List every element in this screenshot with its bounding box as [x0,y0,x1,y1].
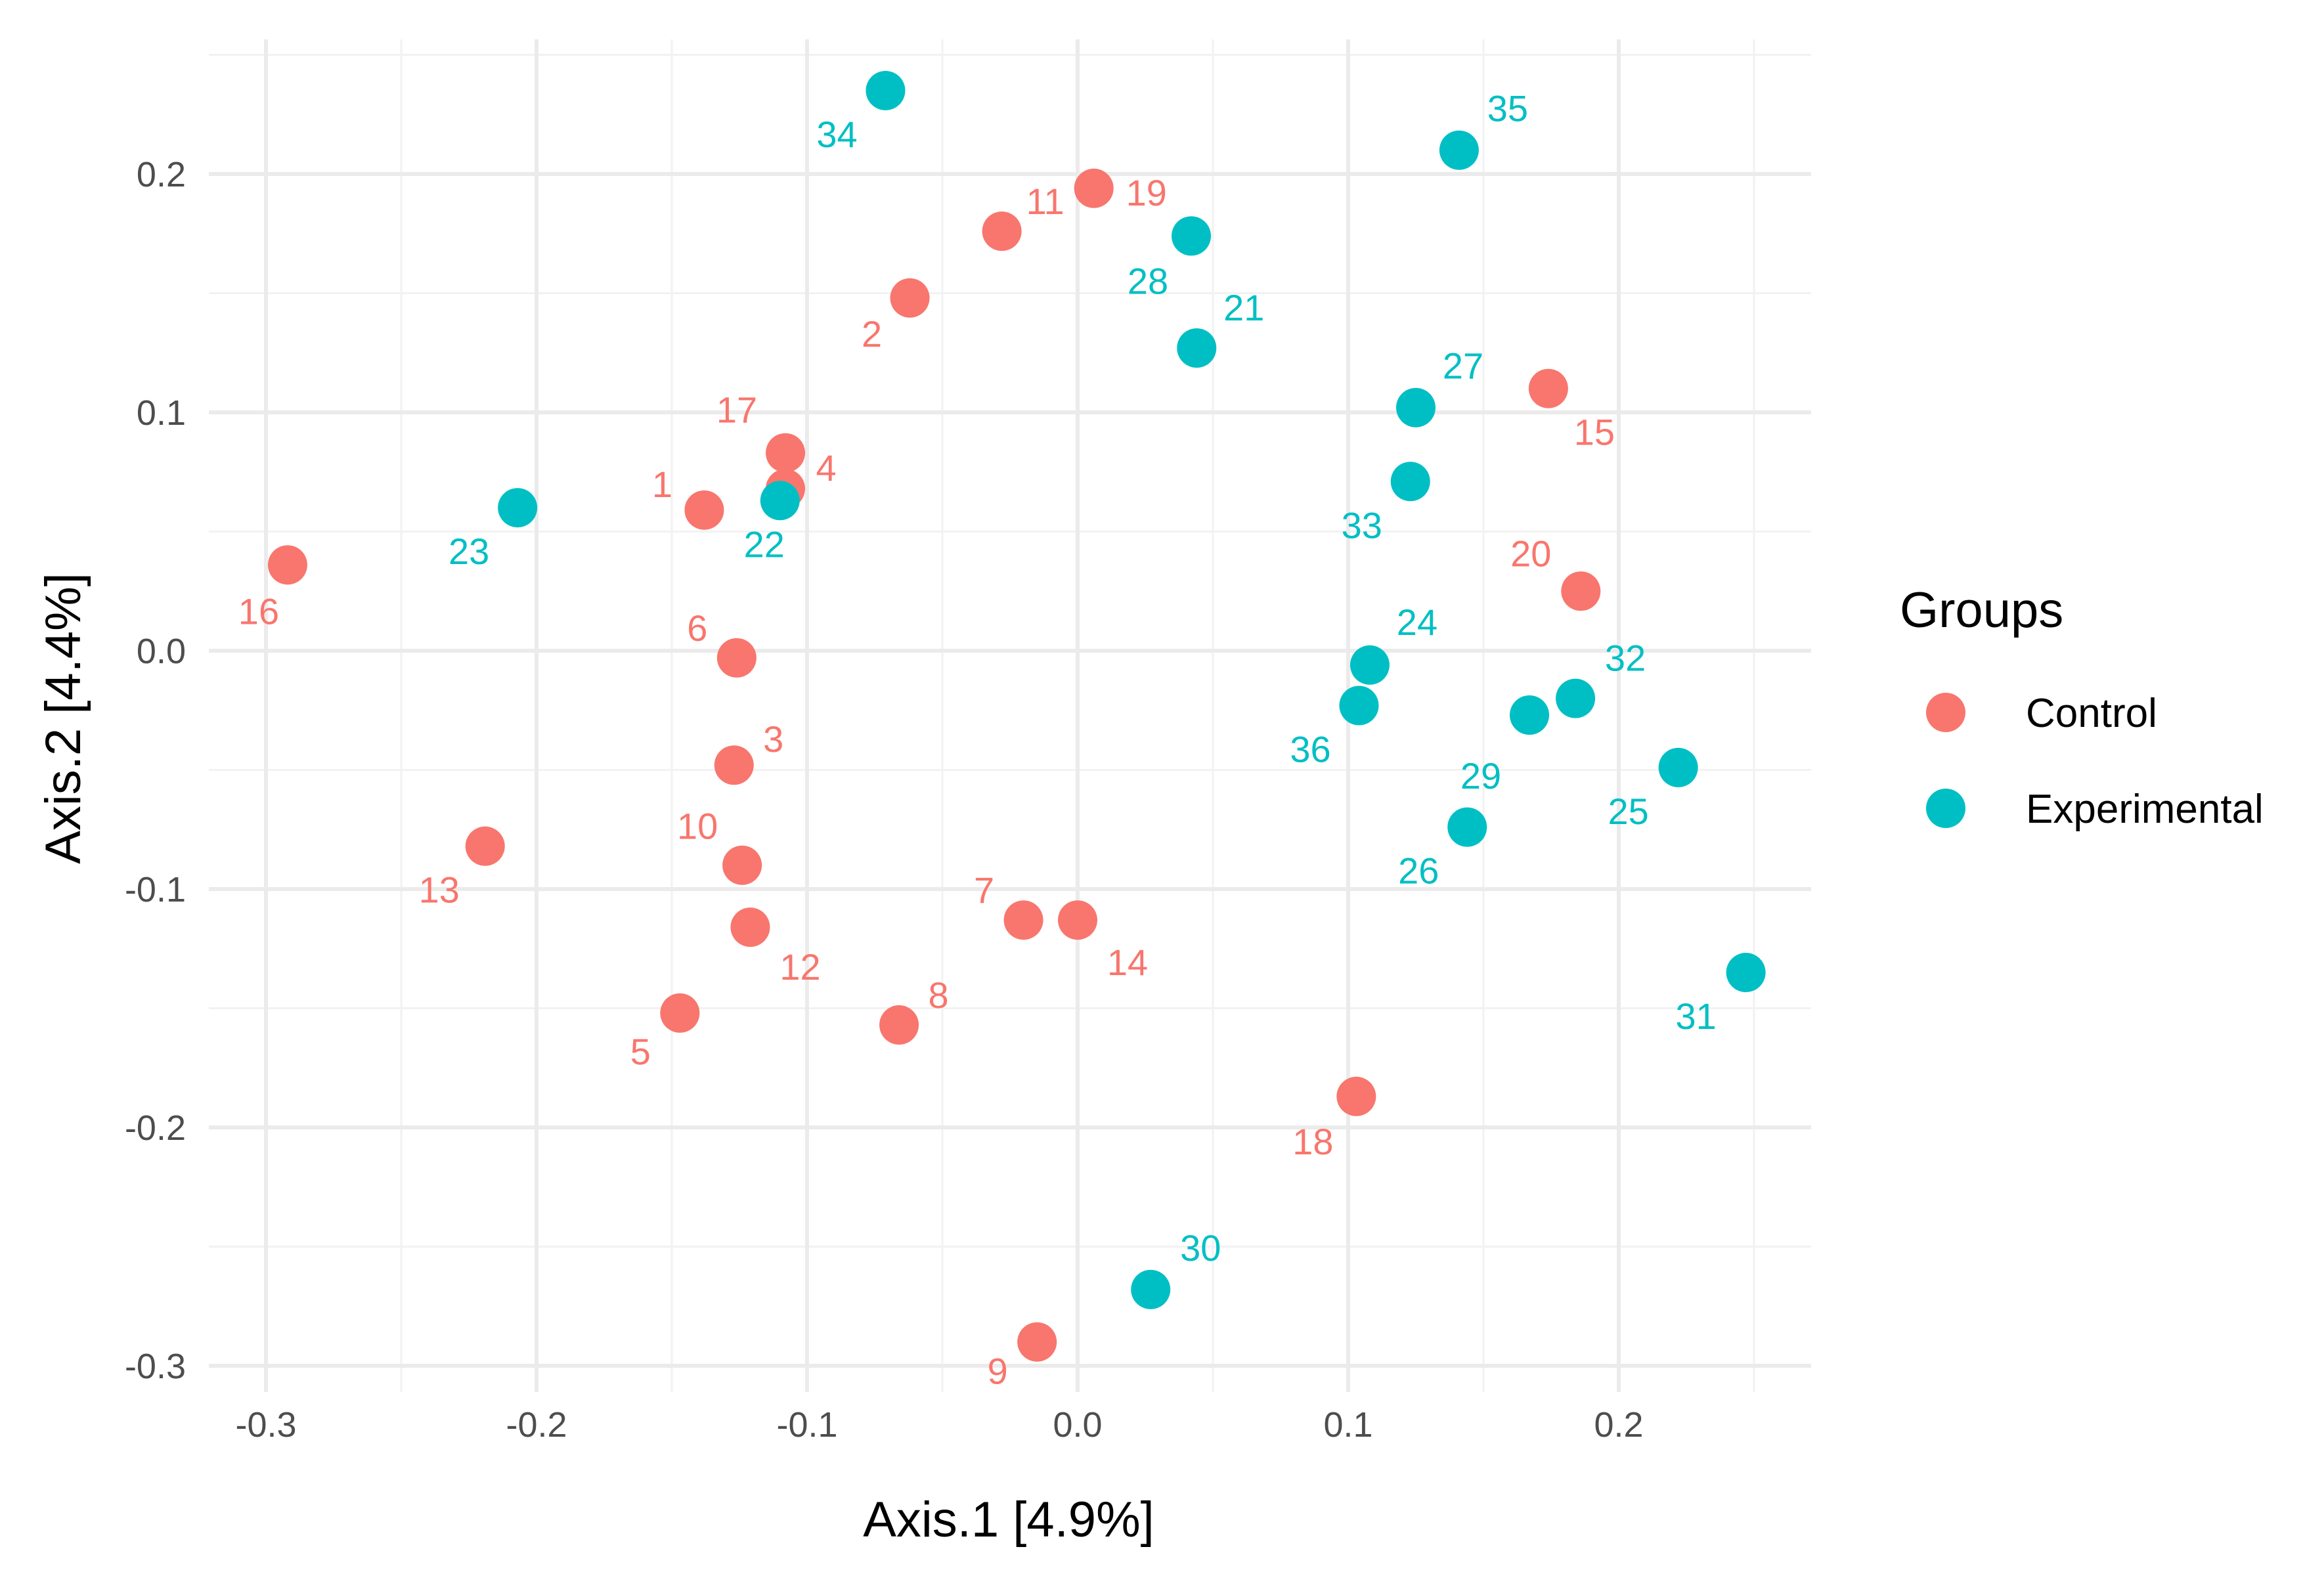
x-tick-label: 0.2 [1594,1405,1643,1445]
point-label: 1 [652,464,672,505]
data-point-experimental-35 [1439,130,1479,170]
data-point-control-10 [722,845,762,885]
legend-key-control [1926,693,1965,732]
data-point-control-7 [1003,900,1043,940]
data-point-experimental-27 [1396,387,1436,427]
point-label: 33 [1342,504,1382,546]
data-point-experimental-30 [1131,1269,1171,1309]
data-point-control-12 [730,907,770,948]
y-tick-label: 0.1 [137,393,186,433]
point-label: 6 [687,607,707,649]
point-label: 28 [1128,260,1168,301]
data-point-experimental-29 [1510,695,1550,735]
data-point-control-8 [879,1005,919,1045]
legend-label-experimental: Experimental [2026,787,2264,832]
y-tick-label: -0.3 [125,1347,186,1386]
y-tick-label: -0.2 [125,1108,186,1148]
x-tick-label: -0.1 [776,1405,837,1445]
point-label: 9 [988,1351,1008,1392]
legend-key-experimental [1926,789,1965,828]
point-label: 24 [1397,601,1437,643]
y-tick-label: 0.0 [137,632,186,671]
x-tick-label: -0.3 [235,1405,296,1445]
point-label: 16 [238,590,279,632]
data-point-experimental-36 [1339,686,1379,726]
point-label: 25 [1608,791,1648,832]
point-label: 31 [1675,995,1716,1037]
point-label: 30 [1180,1227,1221,1269]
data-point-experimental-25 [1658,747,1698,787]
point-label: 27 [1443,345,1483,387]
data-point-control-3 [714,745,754,785]
point-label: 4 [816,447,836,489]
legend-label-control: Control [2026,691,2157,736]
y-axis-title: Axis.2 [4.4%] [35,573,91,864]
x-tick-label: -0.2 [506,1405,567,1445]
point-label: 18 [1292,1121,1333,1162]
point-label: 13 [419,869,460,911]
data-point-experimental-28 [1172,216,1212,256]
y-tick-label: 0.2 [137,155,186,194]
data-point-control-5 [660,993,700,1033]
data-point-control-2 [890,278,930,318]
data-point-experimental-33 [1390,462,1430,502]
point-label: 23 [449,531,489,572]
point-label: 10 [677,806,718,847]
point-label: 21 [1223,287,1264,328]
data-point-control-20 [1561,571,1601,611]
point-label: 3 [763,718,783,760]
data-point-control-11 [982,211,1022,251]
point-label: 11 [1026,181,1064,222]
point-label: 14 [1107,942,1148,983]
data-point-control-13 [465,826,505,866]
point-label: 12 [779,946,820,988]
point-label: 29 [1460,755,1501,796]
data-point-experimental-31 [1726,953,1766,993]
data-point-experimental-21 [1177,328,1217,368]
data-point-experimental-34 [866,70,906,110]
data-point-experimental-24 [1349,645,1390,685]
point-label: 2 [862,313,882,355]
point-label: 20 [1510,533,1551,574]
point-label: 15 [1574,412,1615,453]
x-tick-label: 0.1 [1323,1405,1372,1445]
data-point-control-16 [267,545,307,585]
point-label: 5 [630,1031,651,1072]
data-point-control-19 [1074,168,1114,208]
point-label: 26 [1398,850,1439,892]
legend-title: Groups [1900,582,2063,638]
point-label: 22 [744,523,785,565]
point-label: 7 [974,869,994,911]
point-label: 35 [1487,88,1528,129]
x-axis-title: Axis.1 [4.9%] [863,1492,1154,1548]
data-point-control-9 [1017,1322,1057,1362]
data-point-experimental-26 [1447,807,1487,847]
data-point-experimental-23 [498,488,538,528]
data-point-control-6 [716,638,756,678]
point-label: 8 [929,974,949,1016]
data-point-control-17 [766,433,806,473]
point-label: 32 [1605,638,1646,679]
legend: Groups Control Experimental [1900,582,2264,832]
data-point-control-14 [1058,900,1097,940]
point-label: 17 [716,389,757,431]
data-point-experimental-32 [1556,678,1596,718]
x-tick-label: 0.0 [1053,1405,1102,1445]
data-point-control-15 [1528,368,1568,408]
y-tick-label: -0.1 [125,870,186,909]
point-label: 19 [1126,172,1167,213]
point-label: 34 [816,114,857,155]
data-point-control-1 [684,490,724,530]
point-label: 36 [1290,728,1330,770]
data-point-control-18 [1336,1076,1376,1116]
data-point-experimental-22 [760,481,800,521]
